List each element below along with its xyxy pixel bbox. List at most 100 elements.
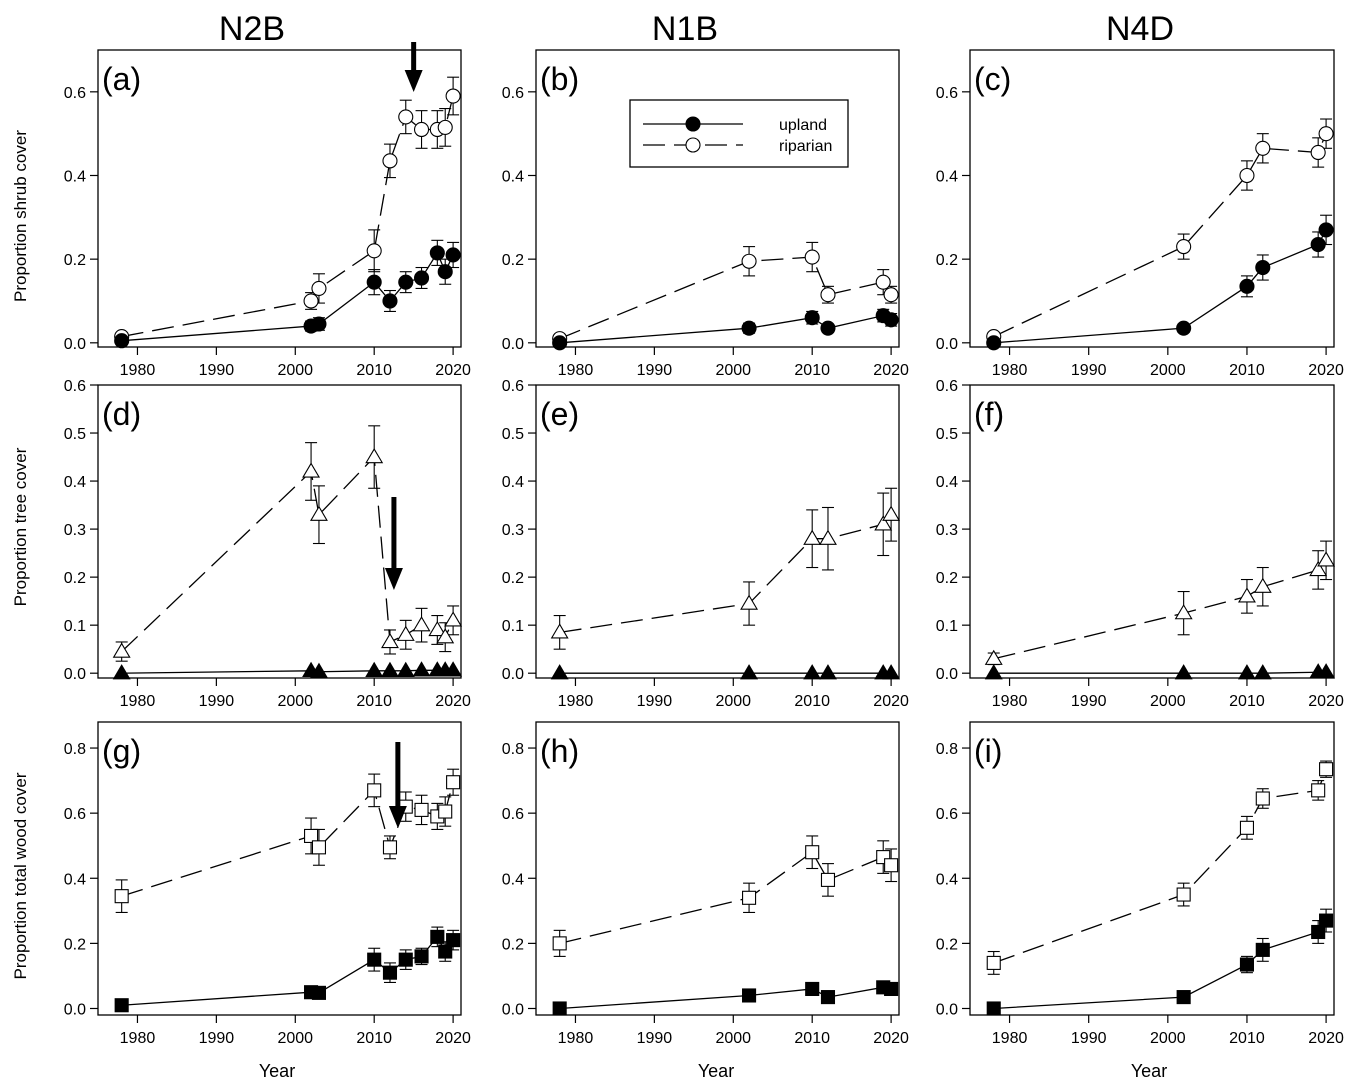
data-point: [986, 1001, 1001, 1016]
data-point: [874, 515, 893, 531]
x-tick-label: 1990: [1071, 1030, 1107, 1047]
y-tick-label: 0.0: [64, 666, 86, 683]
series-riparian: [550, 487, 901, 650]
data-point: [820, 287, 836, 303]
series-line-riparian: [993, 559, 1327, 660]
data-point: [803, 664, 822, 680]
legend-riparian-marker: [685, 137, 701, 153]
data-point: [382, 965, 398, 980]
data-point: [550, 664, 569, 680]
x-tick-label: 2020: [873, 1030, 909, 1047]
y-tick-label: 0.4: [502, 168, 524, 185]
y-tick-label: 0.0: [502, 1001, 524, 1018]
data-point: [984, 664, 1003, 680]
series-riparian: [986, 118, 1334, 345]
data-point: [445, 88, 461, 104]
x-tick-label: 2010: [356, 693, 392, 710]
data-point: [429, 245, 445, 261]
x-tick-label: 2010: [794, 693, 830, 710]
data-point: [366, 243, 382, 259]
y-tick-label: 0.6: [64, 806, 86, 823]
panel-frame: [969, 721, 1335, 1016]
y-tick-label: 0.3: [64, 522, 86, 539]
data-point: [820, 990, 836, 1005]
data-point: [382, 153, 398, 169]
y-tick-label: 0.0: [502, 336, 524, 353]
data-point: [428, 620, 447, 637]
data-point: [382, 840, 398, 855]
series-line-riparian: [993, 768, 1327, 964]
data-point: [882, 505, 901, 521]
data-point: [382, 293, 398, 309]
data-point: [1319, 913, 1334, 928]
panel-frame: [969, 49, 1335, 348]
x-tick-label: 2010: [356, 362, 392, 379]
data-point: [114, 333, 130, 349]
y-tick-label: 0.6: [502, 85, 524, 102]
y-tick-label: 0.4: [64, 871, 86, 888]
y-tick-label: 0.4: [64, 168, 86, 185]
y-tick-label: 0.4: [64, 474, 86, 491]
data-point: [1317, 551, 1336, 567]
data-point: [819, 664, 837, 680]
panel-e: 0.0 0.1 0.2 0.3 0.4 0.5 0.6 1980 1990 2000 2010 202…: [502, 378, 909, 710]
data-point: [1176, 320, 1192, 336]
data-point: [742, 988, 757, 1003]
x-tick-label: 2020: [435, 362, 471, 379]
data-point: [1174, 664, 1193, 680]
data-point: [438, 804, 453, 819]
panel-label: (b): [540, 61, 579, 97]
series-upland: [114, 926, 461, 1013]
data-point: [1318, 222, 1334, 238]
y-tick-label: 0.6: [64, 378, 86, 395]
data-point: [1309, 560, 1328, 577]
column-title-n2b: N2B: [219, 10, 285, 48]
x-tick-label: 2020: [435, 693, 471, 710]
y-tick-label: 0.6: [502, 806, 524, 823]
y-tick-label: 0.6: [936, 378, 958, 395]
y-tick-label: 0.5: [936, 426, 958, 443]
series-riparian: [986, 760, 1334, 975]
legend-upland-marker: [685, 116, 701, 132]
x-tick-label: 2020: [1308, 1030, 1344, 1047]
panel-d: 0.0 0.1 0.2 0.3 0.4 0.5 0.6 1980 1990 2000 2010 202…: [64, 378, 471, 710]
series-line-upland: [559, 986, 892, 1010]
x-tick-label: 1990: [637, 693, 673, 710]
data-point: [820, 320, 836, 336]
series-line-upland: [121, 935, 454, 1006]
y-tick-label: 0.0: [64, 336, 86, 353]
data-point: [444, 611, 463, 627]
data-point: [398, 952, 413, 967]
data-point: [805, 981, 820, 997]
y-tick-label: 0.2: [64, 936, 86, 953]
data-point: [820, 872, 836, 887]
data-point: [446, 933, 461, 948]
series-riparian: [112, 425, 463, 662]
series-line-riparian: [993, 133, 1327, 338]
data-point: [309, 662, 328, 678]
x-tick-label: 1980: [120, 693, 156, 710]
arrow-head: [388, 806, 407, 828]
y-tick-label: 0.1: [502, 618, 524, 635]
x-tick-label: 1980: [558, 362, 594, 379]
panel-h: 0.0 0.2 0.4 0.6 0.8 1980 1990 2000 2010 2020 (h): [502, 721, 909, 1047]
data-point: [311, 840, 327, 855]
data-point: [1239, 278, 1255, 294]
series-upland: [552, 308, 899, 351]
data-point: [302, 462, 321, 478]
data-point: [436, 628, 455, 644]
data-point: [1319, 762, 1334, 777]
panel-g: 0.0 0.2 0.4 0.6 0.8 1980 1990 2000 2010 2020 (g): [64, 721, 471, 1047]
data-point: [741, 320, 757, 336]
data-point: [1255, 140, 1271, 156]
data-point: [430, 929, 445, 944]
data-point: [367, 952, 382, 967]
data-point: [1237, 664, 1256, 680]
series-line-riparian: [559, 851, 892, 945]
y-tick-label: 0.6: [502, 378, 524, 395]
data-point: [883, 312, 899, 328]
data-point: [413, 121, 430, 138]
data-point: [741, 253, 757, 269]
x-tick-label: 2010: [1229, 362, 1265, 379]
data-point: [740, 594, 759, 610]
